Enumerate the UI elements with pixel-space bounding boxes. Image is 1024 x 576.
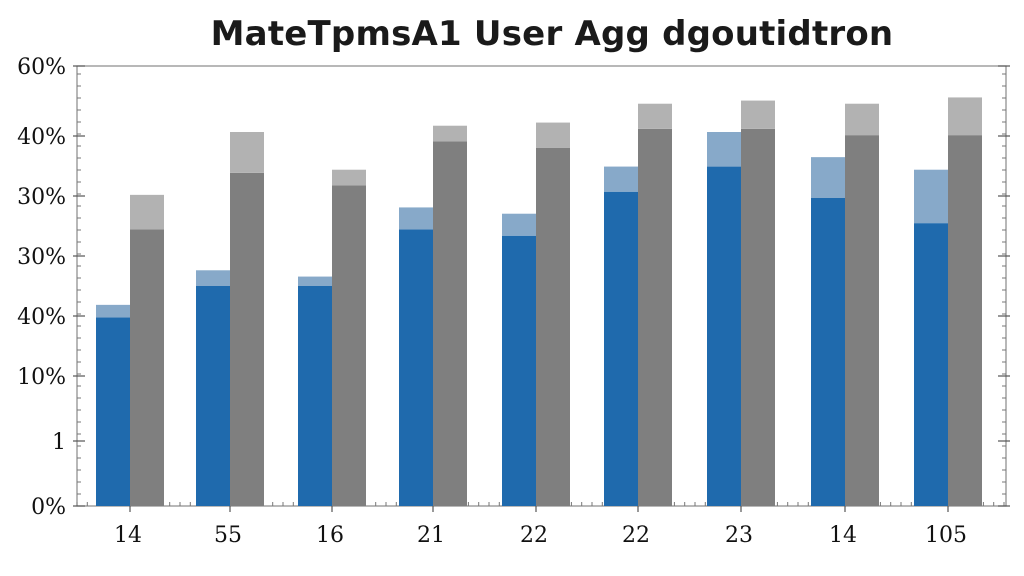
bar-gray [230, 172, 264, 506]
x-tick-label: 14 [829, 523, 857, 548]
y-tick-label: 10% [17, 365, 66, 390]
bar-gray-cap [332, 169, 366, 186]
bar-gray [433, 141, 467, 506]
bar-blue [502, 235, 536, 506]
y-tick-label: 60% [17, 55, 66, 80]
x-tick-label: 16 [316, 523, 344, 548]
bar-blue [914, 223, 948, 506]
bar-gray-cap [638, 103, 672, 129]
bar-gray [741, 128, 775, 506]
y-tick-label: 30% [17, 185, 66, 210]
bar-blue-cap [502, 213, 536, 236]
bar-blue-cap [707, 132, 741, 167]
x-tick-label: 23 [725, 523, 753, 548]
bar-gray [332, 185, 366, 506]
x-tick-label: 105 [925, 523, 967, 548]
bar-gray-cap [741, 100, 775, 129]
x-tick-label: 22 [622, 523, 650, 548]
bar-blue-cap [196, 270, 230, 286]
bar-blue-cap [399, 207, 433, 230]
bar-gray [948, 135, 982, 506]
x-tick-label: 22 [520, 523, 548, 548]
y-tick-label: 40% [17, 305, 66, 330]
bar-gray [536, 147, 570, 506]
bar-blue [196, 286, 230, 506]
bar-gray-cap [948, 97, 982, 136]
bar-blue-cap [811, 157, 845, 198]
bar-blue-cap [298, 276, 332, 286]
bar-gray [845, 135, 879, 506]
y-tick-label: 30% [17, 245, 66, 270]
x-tick-label: 21 [417, 523, 445, 548]
bar-gray-cap [536, 122, 570, 148]
y-tick-label: 40% [17, 125, 66, 150]
bar-blue-cap [914, 169, 948, 224]
bar-gray [130, 229, 164, 506]
x-tick-label: 14 [114, 523, 142, 548]
bar-blue [399, 229, 433, 506]
bar-gray-cap [130, 194, 164, 230]
bar-gray-cap [433, 125, 467, 142]
bar-blue [707, 166, 741, 507]
x-tick-label: 55 [214, 523, 242, 548]
bar-blue [604, 191, 638, 506]
y-tick-label: 1 [52, 430, 66, 455]
bar-blue [811, 198, 845, 506]
bar-gray-cap [230, 132, 264, 173]
bar-blue-cap [96, 304, 130, 318]
bar-gray [638, 128, 672, 506]
bar-blue [96, 317, 130, 506]
bar-gray-cap [845, 103, 879, 136]
chart-title: MateTpmsA1 User Agg dgoutidtron [210, 14, 894, 54]
bar-blue-cap [604, 166, 638, 192]
y-tick-label: 0% [31, 495, 66, 520]
bar-blue [298, 286, 332, 506]
